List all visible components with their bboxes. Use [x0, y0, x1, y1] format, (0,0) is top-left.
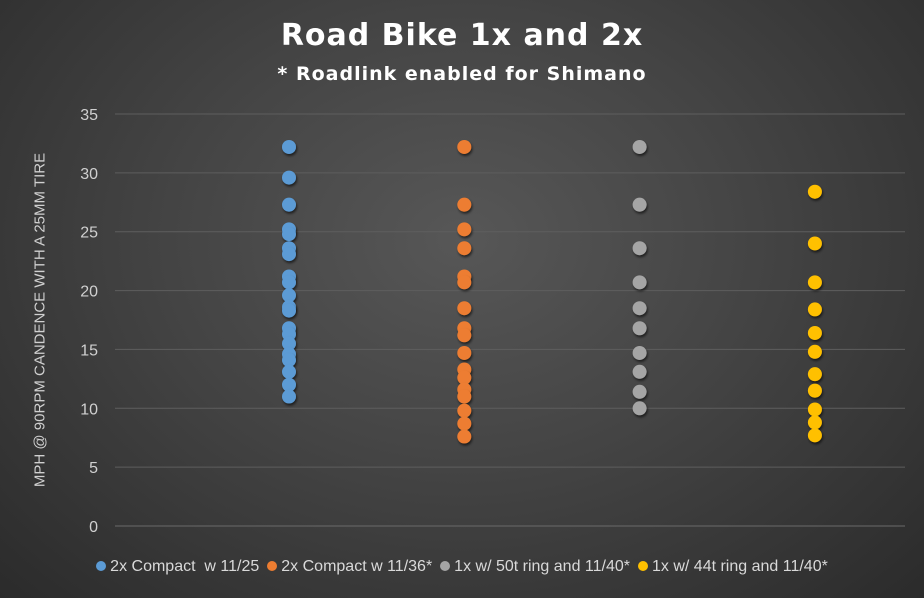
- data-point: [457, 416, 472, 431]
- data-point: [282, 336, 296, 351]
- y-tick-label: 20: [80, 284, 98, 301]
- legend-label: 1x w/ 50t ring and 11/40*: [454, 558, 630, 575]
- y-tick-label: 0: [89, 519, 98, 536]
- data-point: [807, 275, 822, 290]
- data-point: [282, 377, 296, 392]
- data-point: [632, 139, 647, 154]
- data-point: [457, 328, 472, 343]
- data-point: [807, 402, 822, 417]
- chart-title: Road Bike 1x and 2x: [280, 18, 644, 53]
- y-tick-label: 30: [80, 166, 98, 183]
- data-point: [457, 222, 472, 237]
- data-point: [807, 367, 822, 382]
- data-point: [632, 401, 647, 416]
- legend-item: 2x Compact w 11/25: [96, 558, 259, 576]
- data-point: [632, 345, 647, 360]
- legend-item: 1x w/ 44t ring and 11/40*: [638, 558, 828, 576]
- legend-marker: [638, 561, 648, 571]
- data-point: [457, 197, 472, 212]
- chart-subtitle: * Roadlink enabled for Shimano: [277, 63, 647, 85]
- data-point: [457, 241, 472, 256]
- legend-label: 2x Compact w 11/36*: [281, 558, 433, 575]
- legend-label: 2x Compact w 11/25: [110, 558, 260, 575]
- data-point: [457, 301, 472, 316]
- y-tick-label: 35: [80, 107, 98, 124]
- data-point: [632, 384, 647, 399]
- y-tick-label: 15: [80, 342, 98, 359]
- data-point: [807, 302, 822, 317]
- data-point: [457, 345, 472, 360]
- data-point: [807, 184, 822, 199]
- data-point: [282, 275, 296, 290]
- legend-label: 1x w/ 44t ring and 11/40*: [652, 558, 828, 575]
- data-point: [457, 429, 472, 444]
- data-point: [282, 389, 296, 404]
- data-point: [807, 383, 822, 398]
- data-point: [282, 197, 296, 212]
- data-point: [282, 227, 296, 242]
- data-point: [807, 344, 822, 359]
- data-point: [282, 303, 296, 318]
- legend-marker: [96, 561, 107, 571]
- data-point: [632, 301, 647, 316]
- data-point: [807, 428, 822, 443]
- data-point: [457, 403, 472, 418]
- data-point: [282, 170, 296, 185]
- legend-marker: [440, 561, 451, 571]
- legend-marker: [267, 561, 278, 571]
- data-point: [282, 364, 296, 379]
- data-point: [457, 370, 472, 385]
- data-point: [282, 247, 296, 262]
- data-point: [632, 321, 647, 336]
- data-point: [807, 415, 822, 430]
- data-point: [457, 389, 472, 404]
- data-point: [632, 241, 647, 256]
- data-point: [807, 325, 822, 340]
- data-point: [632, 364, 647, 379]
- legend-item: 2x Compact w 11/36*: [267, 558, 432, 576]
- legend-item: 1x w/ 50t ring and 11/40*: [440, 558, 630, 576]
- y-tick-label: 10: [80, 401, 98, 418]
- data-point: [632, 197, 647, 212]
- data-point: [632, 275, 647, 290]
- data-point: [282, 139, 296, 154]
- y-tick-label: 5: [89, 460, 98, 477]
- data-point: [282, 288, 296, 303]
- y-tick-label: 25: [80, 225, 98, 242]
- data-point: [282, 353, 296, 368]
- legend: 2x Compact w 11/25 2x Compact w 11/36* 1x …: [0, 558, 924, 576]
- data-point: [457, 139, 472, 154]
- data-point: [807, 236, 822, 251]
- data-point: [457, 275, 472, 290]
